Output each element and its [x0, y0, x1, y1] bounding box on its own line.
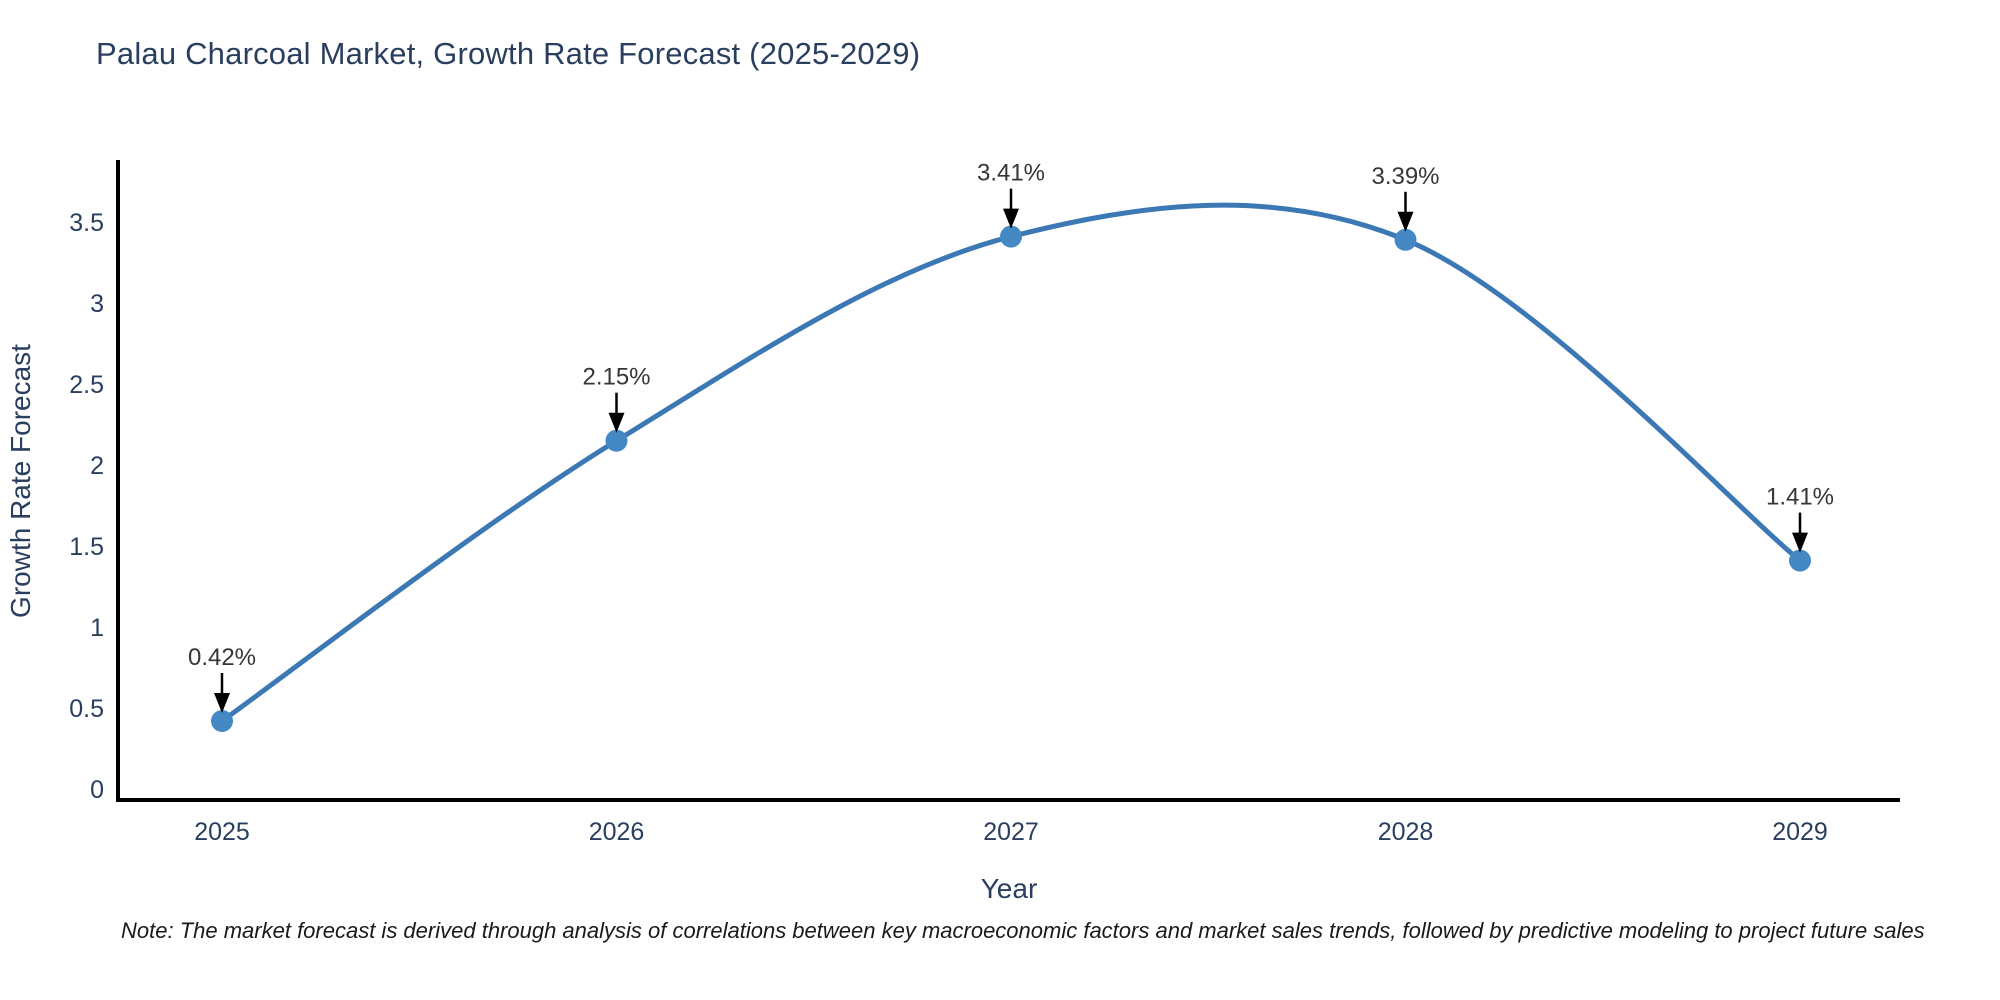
forecast-line [219, 202, 1803, 724]
x-tick-label: 2026 [589, 818, 645, 846]
annotation-arrow-head [1397, 211, 1414, 232]
data-point [605, 429, 628, 452]
point-annotation-label: 0.42% [188, 644, 256, 671]
y-tick-label: 0 [90, 776, 104, 804]
y-axis-title: Growth Rate Forecast [5, 344, 36, 618]
point-annotation-label: 2.15% [582, 364, 650, 391]
point-annotation-label: 3.41% [977, 160, 1045, 187]
y-tick-label: 1 [90, 614, 104, 642]
x-axis-title: Year [981, 873, 1038, 904]
data-point [1789, 549, 1811, 572]
x-tick-label: 2029 [1772, 818, 1828, 846]
chart-title: Palau Charcoal Market, Growth Rate Forec… [96, 36, 921, 71]
data-point [1000, 225, 1022, 248]
footnote: Note: The market forecast is derived thr… [121, 918, 1925, 943]
y-tick-label: 0.5 [69, 695, 104, 723]
annotation-arrow-head [1792, 532, 1808, 553]
y-tick-label: 3 [90, 290, 104, 318]
annotation-arrow-head [608, 412, 625, 433]
x-tick-label: 2028 [1378, 818, 1434, 846]
point-annotation-label: 1.41% [1766, 484, 1834, 511]
x-tick-label: 2027 [983, 818, 1039, 846]
point-annotation-label: 3.39% [1371, 163, 1439, 190]
y-tick-label: 1.5 [69, 533, 104, 561]
annotation-arrow-head [1003, 208, 1019, 229]
y-tick-label: 2.5 [69, 371, 104, 399]
y-tick-label: 2 [90, 452, 104, 480]
y-tick-label: 3.5 [69, 209, 104, 237]
x-tick-label: 2025 [194, 818, 250, 846]
data-point [1394, 228, 1417, 251]
data-point [211, 710, 233, 732]
annotation-arrow-head [214, 693, 230, 713]
